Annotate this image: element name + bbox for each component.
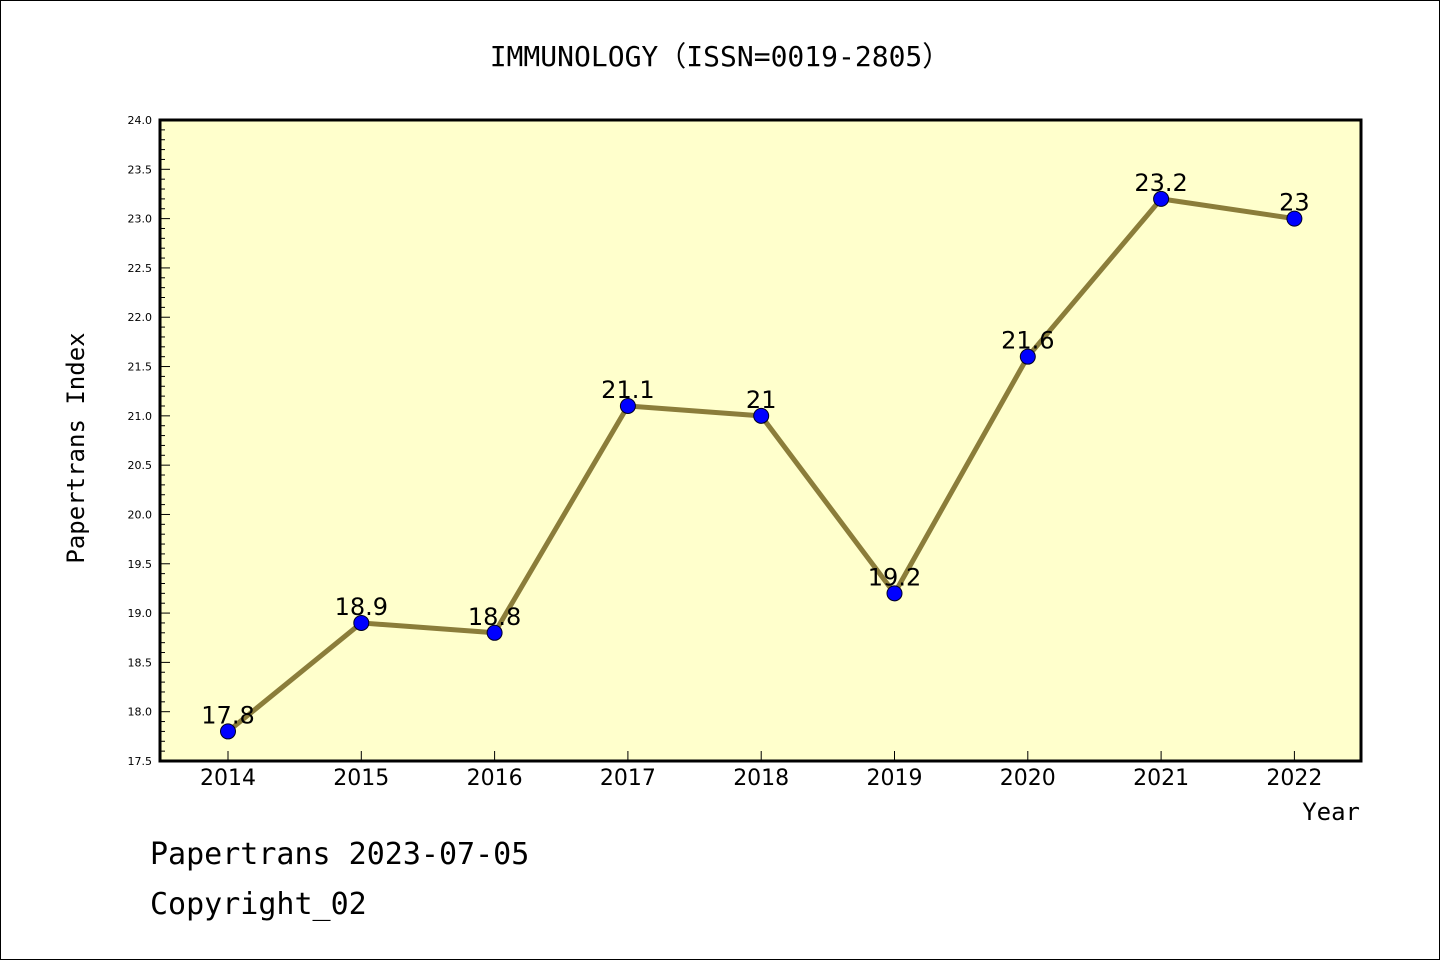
x-tick-label: 2022 <box>1266 766 1322 791</box>
data-point <box>1286 210 1303 227</box>
x-tick-label: 2018 <box>733 766 789 791</box>
y-tick-label: 17.5 <box>128 755 153 768</box>
data-label: 21.6 <box>1001 327 1054 355</box>
y-tick-label: 22.5 <box>128 262 153 275</box>
data-label: 21.1 <box>601 376 654 404</box>
data-label: 17.8 <box>201 701 254 729</box>
y-tick-label: 21.0 <box>128 410 153 423</box>
x-axis-ticks: 2014 2015 2016 2017 2018 2019 2020 2021 2022 <box>200 751 1322 791</box>
plot-area <box>158 118 1363 763</box>
y-tick-label: 23.0 <box>128 213 153 226</box>
y-tick-label: 23.5 <box>128 163 153 176</box>
x-tick-label: 2020 <box>1000 766 1056 791</box>
y-axis-ticks: 17.5 18.0 18.5 19.0 19.5 20.0 20.5 21.0 21.5 22.0… <box>128 114 170 768</box>
x-tick-label: 2016 <box>467 766 523 791</box>
data-point <box>619 397 636 414</box>
y-tick-label: 18.5 <box>128 656 153 669</box>
data-point <box>220 723 236 740</box>
chart-title: IMMUNOLOGY（ISSN=0019-2805） <box>490 40 951 73</box>
y-tick-label: 18.0 <box>128 706 153 719</box>
data-label: 21 <box>746 386 777 414</box>
data-label: 18.9 <box>335 593 388 621</box>
data-label: 23.2 <box>1134 169 1187 197</box>
y-tick-label: 20.0 <box>128 508 153 521</box>
data-point <box>486 624 503 641</box>
data-label: 18.8 <box>468 603 521 631</box>
y-tick-label: 19.0 <box>128 607 153 620</box>
x-axis-title: Year <box>1302 798 1360 826</box>
y-tick-label: 20.5 <box>128 459 153 472</box>
series-markers <box>220 190 1303 740</box>
y-axis-title: Papertrans Index <box>62 332 90 563</box>
data-point <box>886 585 903 602</box>
data-point <box>1019 348 1036 365</box>
y-tick-label: 22.0 <box>128 311 153 324</box>
data-label: 19.2 <box>868 563 921 591</box>
x-tick-label: 2021 <box>1133 766 1189 791</box>
data-labels: 17.8 18.9 18.8 21.1 21 19.2 21.6 23.2 23 <box>201 169 1309 730</box>
x-tick-label: 2019 <box>867 766 923 791</box>
data-label: 23 <box>1279 189 1310 217</box>
data-point <box>353 614 370 631</box>
footer-copyright: Copyright_02 <box>150 887 367 922</box>
y-tick-label: 21.5 <box>128 361 153 374</box>
data-point <box>753 407 770 424</box>
x-tick-label: 2015 <box>333 766 389 791</box>
footer-date: Papertrans 2023-07-05 <box>150 837 529 872</box>
data-point <box>1153 190 1170 207</box>
y-tick-label: 24.0 <box>128 114 153 127</box>
y-tick-label: 19.5 <box>128 558 153 571</box>
x-tick-label: 2014 <box>200 766 256 791</box>
x-tick-label: 2017 <box>600 766 656 791</box>
